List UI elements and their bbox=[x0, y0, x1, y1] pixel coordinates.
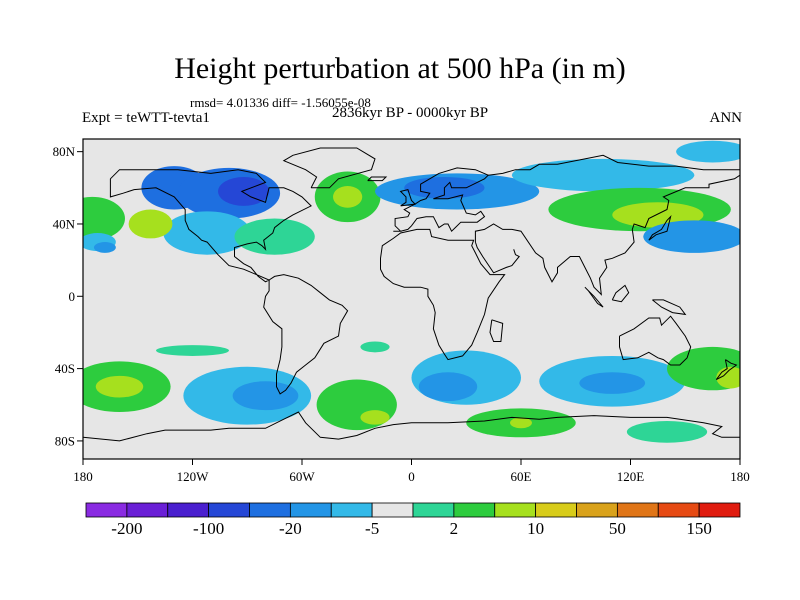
colorbar-swatch-7 bbox=[371, 502, 414, 518]
coastline-5 bbox=[489, 319, 504, 342]
contour-region-13 bbox=[511, 158, 695, 192]
coastline-6 bbox=[474, 154, 740, 296]
lon-tick-label-4: 60E bbox=[511, 469, 532, 484]
coastline-9 bbox=[715, 359, 738, 380]
colorbar-swatch-11 bbox=[535, 502, 577, 518]
contour-field bbox=[83, 140, 740, 443]
contour-region-27 bbox=[418, 372, 478, 402]
coastline-10 bbox=[648, 215, 672, 241]
colorbar-swatch-4 bbox=[249, 502, 291, 518]
colorbar-swatch-5 bbox=[289, 502, 332, 518]
coastline-2 bbox=[282, 147, 376, 189]
contour-region-18 bbox=[156, 345, 229, 356]
colorbar-label-5: 10 bbox=[527, 519, 544, 538]
lat-tick-label-4: 80S bbox=[55, 433, 75, 448]
contour-region-4 bbox=[83, 196, 125, 241]
lat-tick-label-2: 0 bbox=[69, 289, 76, 304]
coastline-0 bbox=[109, 169, 312, 283]
colorbar-label-3: -5 bbox=[365, 519, 379, 538]
contour-region-34 bbox=[626, 421, 708, 443]
contour-region-8 bbox=[234, 218, 315, 255]
colorbar: -200 -100 -20 -5 2 10 50 150 bbox=[85, 502, 741, 538]
coastline-3 bbox=[393, 167, 490, 233]
coastline-15 bbox=[367, 176, 388, 182]
lon-tick-label-5: 120E bbox=[617, 469, 645, 484]
colorbar-swatch-3 bbox=[208, 502, 250, 518]
lon-tick-label-6: 180 bbox=[730, 469, 750, 484]
coastline-14 bbox=[399, 189, 417, 207]
colorbar-swatch-2 bbox=[167, 502, 210, 518]
contour-region-3 bbox=[163, 211, 251, 255]
colorbar-label-6: 50 bbox=[609, 519, 626, 538]
season-label: ANN bbox=[709, 110, 743, 126]
coastline-7 bbox=[474, 241, 520, 274]
map-title: Height perturbation at 500 hPa (in m) bbox=[174, 52, 626, 85]
colorbar-label-2: -20 bbox=[279, 519, 302, 538]
colorbar-swatch-12 bbox=[576, 502, 618, 518]
lon-tick-label-1: 120W bbox=[177, 469, 210, 484]
lat-tick-label-1: 40N bbox=[53, 216, 76, 231]
contour-region-32 bbox=[667, 346, 740, 391]
statistics-line: rmsd= 4.01336 diff= -1.56055e-08 bbox=[190, 95, 371, 110]
contour-region-31 bbox=[510, 417, 532, 429]
lon-tick-label-0: 180 bbox=[73, 469, 93, 484]
colorbar-swatch-10 bbox=[494, 502, 537, 518]
colorbar-label-7: 150 bbox=[686, 519, 712, 538]
contour-region-17 bbox=[676, 140, 740, 163]
contour-region-23 bbox=[232, 381, 299, 411]
coastline-1 bbox=[263, 274, 349, 395]
coastlines bbox=[83, 147, 740, 442]
lon-tick-label-3: 0 bbox=[408, 469, 415, 484]
coastline-13 bbox=[652, 299, 687, 316]
colorbar-swatch-14 bbox=[657, 502, 700, 518]
contour-region-25 bbox=[360, 410, 390, 425]
colorbar-label-0: -200 bbox=[111, 519, 142, 538]
colorbar-swatch-9 bbox=[453, 502, 496, 518]
colorbar-label-4: 2 bbox=[450, 519, 459, 538]
contour-region-19 bbox=[360, 341, 390, 353]
coastline-8 bbox=[619, 315, 692, 366]
contour-region-7 bbox=[93, 242, 116, 253]
lat-tick-label-3: 40S bbox=[55, 361, 75, 376]
colorbar-swatch-13 bbox=[616, 502, 659, 518]
lat-tick-label-0: 80N bbox=[53, 144, 76, 159]
period-label: 2836kyr BP - 0000kyr BP bbox=[331, 105, 489, 121]
colorbar-swatch-6 bbox=[330, 502, 373, 518]
contour-region-29 bbox=[579, 372, 646, 394]
colorbar-swatch-0 bbox=[85, 502, 128, 518]
colorbar-swatch-1 bbox=[126, 502, 169, 518]
contour-region-5 bbox=[128, 209, 173, 239]
contour-region-16 bbox=[643, 220, 740, 253]
coastline-4 bbox=[380, 228, 506, 361]
lon-tick-label-2: 60W bbox=[289, 469, 315, 484]
experiment-label: Expt = teWTT-tevta1 bbox=[82, 110, 210, 126]
colorbar-swatch-15 bbox=[698, 502, 741, 518]
contour-region-10 bbox=[333, 186, 363, 208]
coastline-16 bbox=[83, 411, 740, 442]
colorbar-label-1: -100 bbox=[193, 519, 224, 538]
coastline-12 bbox=[611, 284, 630, 303]
colorbar-swatch-8 bbox=[412, 502, 455, 518]
axis-ticks: 180 120W 60W 0 60E 120E 180 80N 40N 0 40S 80S bbox=[53, 144, 750, 484]
contour-region-2 bbox=[218, 176, 270, 206]
coastline-11 bbox=[584, 286, 604, 308]
contour-region-21 bbox=[95, 375, 144, 398]
